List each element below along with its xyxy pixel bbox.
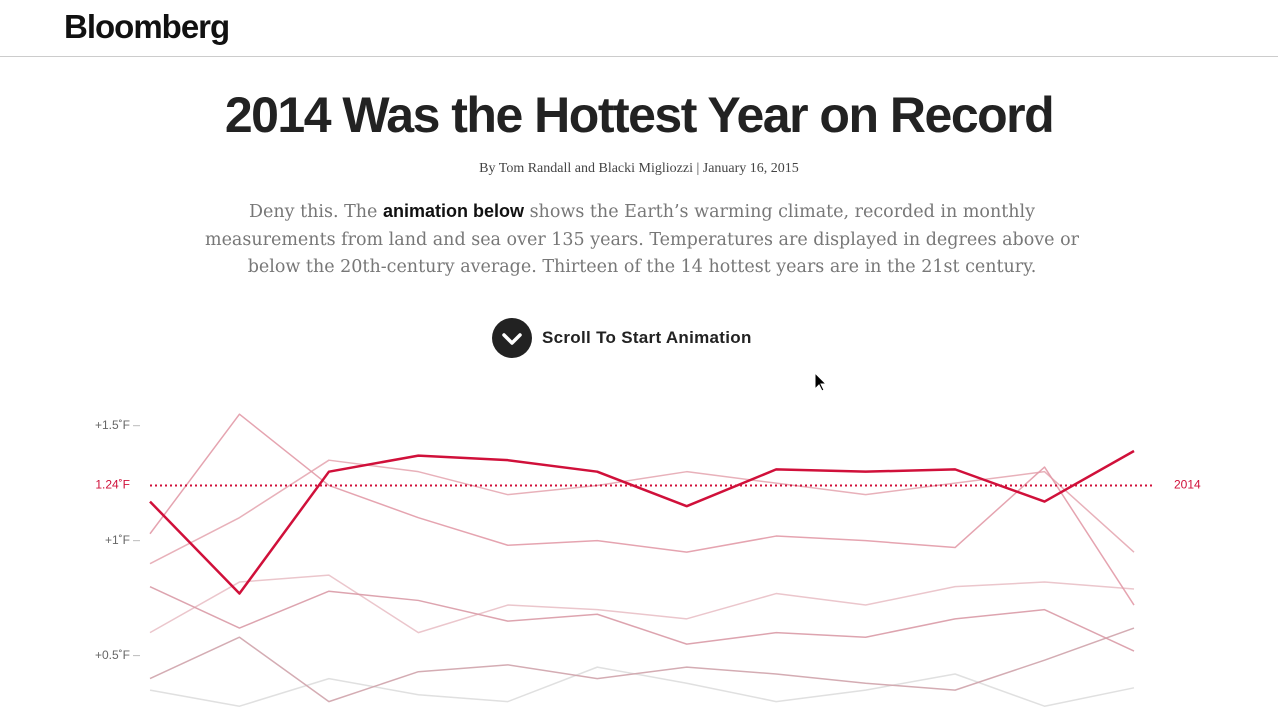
reference-label: 1.24˚F xyxy=(95,478,130,492)
series-line xyxy=(149,413,1135,606)
intro: Deny this. The animation below shows the… xyxy=(190,198,1094,282)
button-label[interactable]: Scroll To Start Animation xyxy=(542,328,752,347)
button-icon[interactable] xyxy=(492,318,532,358)
header: Bloomberg xyxy=(0,0,1278,57)
intro-text: Deny this. The xyxy=(248,202,378,222)
y-tick-label: +1.5˚F xyxy=(95,418,130,432)
series-line xyxy=(149,627,1135,703)
series-line xyxy=(149,459,1135,565)
scroll-button[interactable]: Scroll To Start Animation xyxy=(492,318,752,358)
chevron xyxy=(502,333,522,345)
series-label: 2014 xyxy=(1174,478,1201,492)
byline: By Tom Randall and Blacki Migliozzi | Ja… xyxy=(479,161,799,176)
series-line xyxy=(149,574,1135,634)
article-title: 2014 Was the Hottest Year on Record xyxy=(224,87,1055,143)
logo[interactable]: Bloomberg xyxy=(64,8,230,45)
mouse-cursor xyxy=(814,371,828,392)
series-line xyxy=(149,666,1135,707)
y-tick-label: +1˚F xyxy=(105,533,130,547)
intro-bold: animation below xyxy=(382,201,524,221)
intro-text: shows the Earth’s warming climate, recor… xyxy=(204,202,1079,277)
series-line xyxy=(149,585,1135,652)
series-line xyxy=(149,449,1135,595)
y-tick-label: +0.5˚F xyxy=(95,648,130,662)
